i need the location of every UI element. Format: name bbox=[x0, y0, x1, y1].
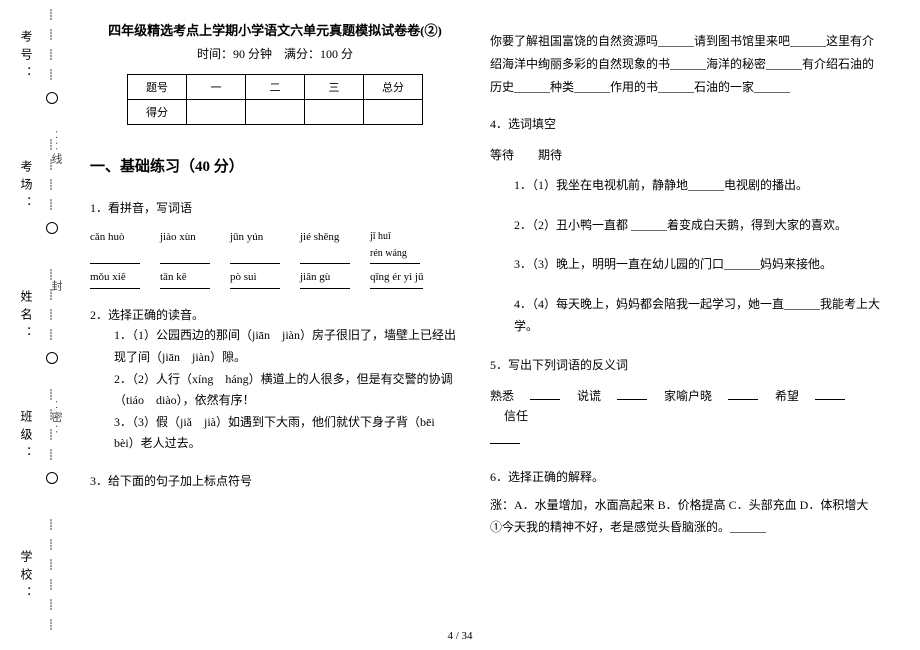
question-3: 3．给下面的句子加上标点符号 bbox=[90, 471, 460, 491]
question-5: 5．写出下列词语的反义词 熟悉 说谎 家喻户晓 希望 信任 bbox=[490, 355, 880, 451]
pinyin-item: jūn yún bbox=[230, 228, 280, 264]
pinyin-row: cǎn huò jiào xùn jūn yún jié shěng jī hu… bbox=[90, 228, 460, 264]
pinyin-item: qīng ér yì jǔ bbox=[370, 268, 423, 289]
pinyin-item: jī huǐ rén wáng bbox=[370, 228, 420, 264]
blank bbox=[617, 387, 647, 400]
exam-subtitle: 时间：90 分钟 满分：100 分 bbox=[90, 45, 460, 62]
question-sub: 2．（2）人行（xíng háng）横道上的人很多，但是有交警的协调（tiáo … bbox=[114, 369, 460, 412]
pinyin-item: pò suì bbox=[230, 268, 280, 289]
question-sub: 4．（4）每天晚上，妈妈都会陪我一起学习，她一直______我能考上大学。 bbox=[514, 294, 880, 337]
binding-room-label: 考场： bbox=[18, 160, 35, 214]
binding-margin: ┊┊┊┊ ┊┊┊┊ ┊┊┊┊ ┊┊┊┊ ┊┊┊┊┊┊ 考号： 考场： ····线… bbox=[0, 0, 70, 650]
antonym-word: 信任 bbox=[504, 406, 528, 426]
score-header: 一 bbox=[187, 75, 246, 100]
question-sub: 1．（1）公园西边的那间（jiān jiàn）房子很旧了，墙壁上已经出现了间（j… bbox=[114, 325, 460, 368]
pinyin-item: jiān gù bbox=[300, 268, 350, 289]
question-2: 2．选择正确的读音。 1．（1）公园西边的那间（jiān jiàn）房子很旧了，… bbox=[90, 305, 460, 455]
binding-number-label: 考号： bbox=[18, 30, 35, 84]
fold-circle bbox=[46, 92, 58, 104]
question-label: 6．选择正确的解释。 bbox=[490, 467, 880, 487]
question-sub: 1．（1）我坐在电视机前，静静地______电视剧的播出。 bbox=[514, 175, 880, 197]
pinyin-item: jié shěng bbox=[300, 228, 350, 264]
section-heading: 一、基础练习（40 分） bbox=[90, 155, 460, 176]
antonym-row: 熟悉 说谎 家喻户晓 希望 信任 bbox=[490, 386, 880, 427]
binding-seal-hint: ··密·· bbox=[48, 400, 64, 436]
fold-circle bbox=[46, 472, 58, 484]
question-sub: 2．（2）丑小鸭一直都 ______着变成白天鹅，得到大家的喜欢。 bbox=[514, 215, 880, 237]
antonym-word: 熟悉 bbox=[490, 386, 514, 406]
question-label: 5．写出下列词语的反义词 bbox=[490, 355, 880, 375]
score-cell bbox=[364, 100, 423, 125]
right-column: 你要了解祖国富饶的自然资源吗______请到图书馆里来吧______这里有介绍海… bbox=[490, 30, 880, 553]
score-cell bbox=[187, 100, 246, 125]
question-label: 4．选词填空 bbox=[490, 114, 880, 134]
antonym-word: 家喻户晓 bbox=[664, 386, 712, 406]
binding-name-label: 姓名： bbox=[18, 290, 35, 344]
blank bbox=[490, 431, 520, 444]
blank bbox=[815, 387, 845, 400]
page-footer: 4 / 34 bbox=[0, 630, 920, 642]
dotted-fold-line: ┊┊┊┊ ┊┊┊┊ ┊┊┊┊ ┊┊┊┊ ┊┊┊┊┊┊ bbox=[52, 10, 53, 640]
score-row-label: 得分 bbox=[128, 100, 187, 125]
binding-cut-hint: 封 bbox=[48, 280, 64, 293]
question-options: 涨：A．水量增加，水面高起来 B．价格提高 C．头部充血 D．体积增大 bbox=[490, 495, 880, 517]
pinyin-row: mǒu xiē tān kē pò suì jiān gù qīng ér yì… bbox=[90, 268, 460, 289]
question-sub: 3．（3）晚上，明明一直在幼儿园的门口______妈妈来接他。 bbox=[514, 254, 880, 276]
score-cell bbox=[246, 100, 305, 125]
score-table: 题号 一 二 三 总分 得分 bbox=[127, 74, 423, 125]
question-words: 等待 期待 bbox=[490, 145, 880, 165]
blank bbox=[728, 387, 758, 400]
question-1: 1．看拼音，写词语 cǎn huò jiào xùn jūn yún jié s… bbox=[90, 198, 460, 289]
question-label: 1．看拼音，写词语 bbox=[90, 198, 460, 218]
question-sub: ①今天我的精神不好，老是感觉头昏脑涨的。______ bbox=[490, 517, 880, 537]
blank bbox=[530, 387, 560, 400]
pinyin-item: cǎn huò bbox=[90, 228, 140, 264]
score-header: 三 bbox=[305, 75, 364, 100]
binding-line-hint: ····线 bbox=[48, 130, 64, 166]
score-header: 二 bbox=[246, 75, 305, 100]
question-3-para: 你要了解祖国富饶的自然资源吗______请到图书馆里来吧______这里有介绍海… bbox=[490, 30, 880, 98]
binding-class-label: 班级： bbox=[18, 410, 35, 464]
fold-circle bbox=[46, 352, 58, 364]
exam-title: 四年级精选考点上学期小学语文六单元真题模拟试卷卷(②) bbox=[90, 20, 460, 39]
score-cell bbox=[305, 100, 364, 125]
question-4: 4．选词填空 等待 期待 1．（1）我坐在电视机前，静静地______电视剧的播… bbox=[490, 114, 880, 337]
left-column: 四年级精选考点上学期小学语文六单元真题模拟试卷卷(②) 时间：90 分钟 满分：… bbox=[90, 20, 460, 507]
score-header: 总分 bbox=[364, 75, 423, 100]
binding-school-label: 学校： bbox=[18, 550, 35, 604]
fold-circle bbox=[46, 222, 58, 234]
antonym-word: 说谎 bbox=[577, 386, 601, 406]
pinyin-item: tān kē bbox=[160, 268, 210, 289]
question-sub: 3．（3）假（jiǎ jià）如遇到下大雨，他们就伏下身子背（bēi bèi）老… bbox=[114, 412, 460, 455]
question-label: 2．选择正确的读音。 bbox=[90, 305, 460, 325]
pinyin-item: jiào xùn bbox=[160, 228, 210, 264]
score-header: 题号 bbox=[128, 75, 187, 100]
question-6: 6．选择正确的解释。 涨：A．水量增加，水面高起来 B．价格提高 C．头部充血 … bbox=[490, 467, 880, 537]
antonym-word: 希望 bbox=[775, 386, 799, 406]
question-label: 3．给下面的句子加上标点符号 bbox=[90, 471, 460, 491]
pinyin-item: mǒu xiē bbox=[90, 268, 140, 289]
